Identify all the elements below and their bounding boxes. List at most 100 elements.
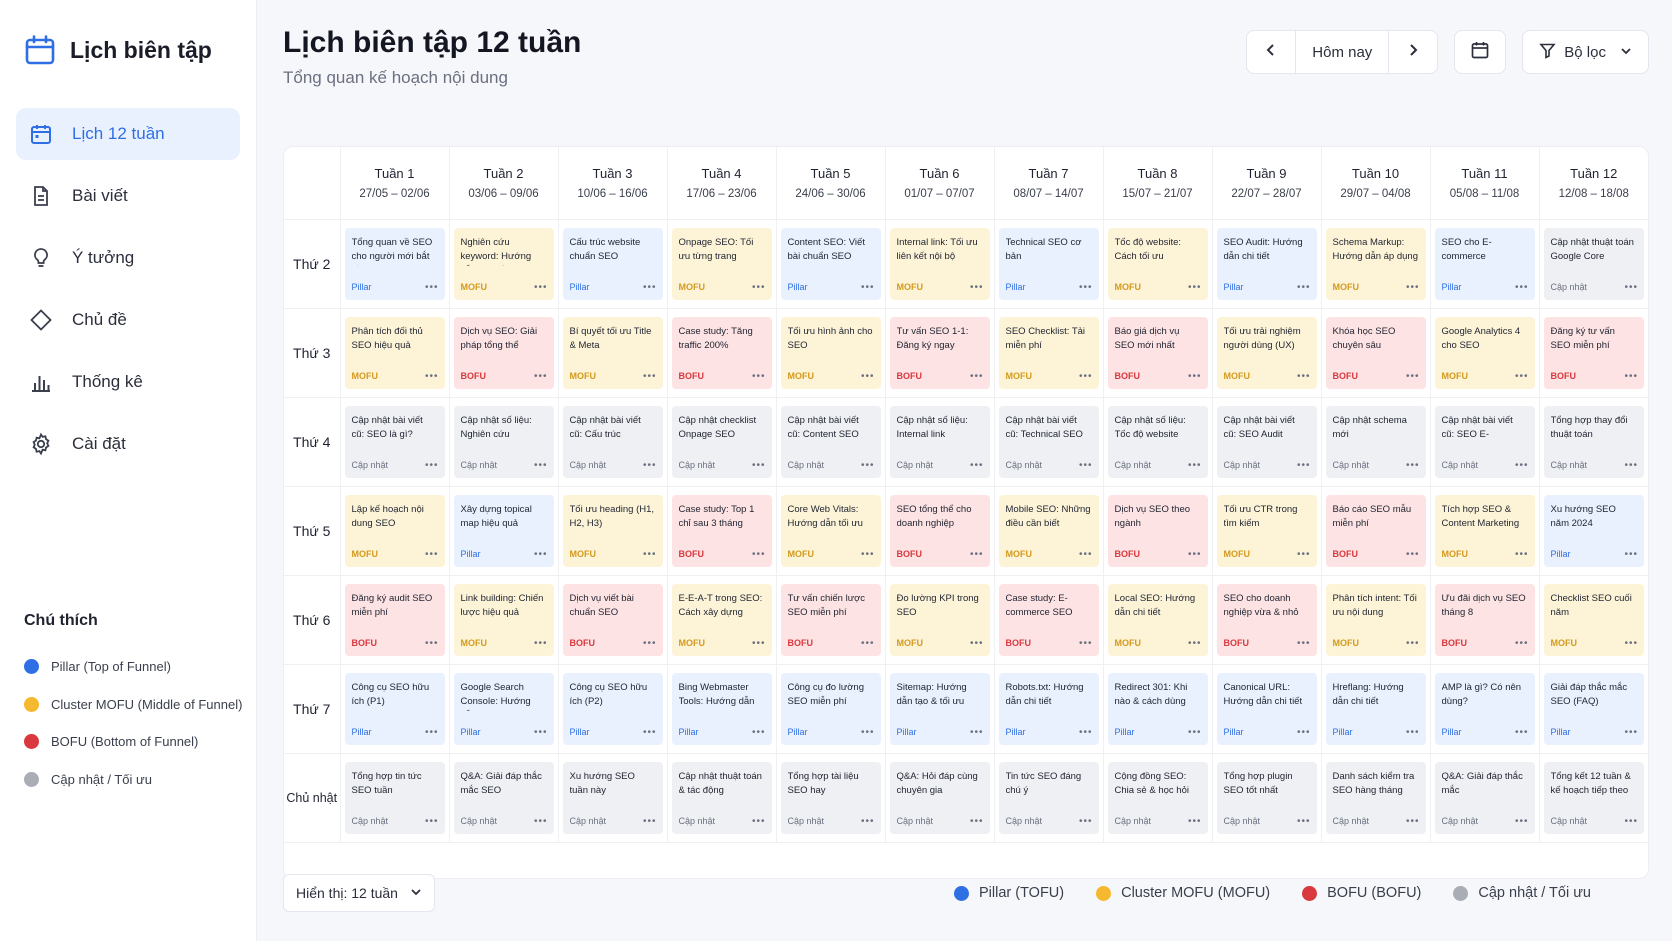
more-icon[interactable]: •••	[1078, 459, 1093, 471]
content-card[interactable]: Cập nhật schema mới Cập nhật •••	[1325, 405, 1426, 478]
more-icon[interactable]: •••	[1624, 459, 1638, 471]
more-icon[interactable]: •••	[533, 548, 548, 560]
more-icon[interactable]: •••	[1296, 726, 1311, 738]
more-icon[interactable]: •••	[1078, 815, 1093, 827]
more-icon[interactable]: •••	[751, 815, 766, 827]
next-button[interactable]	[1389, 31, 1437, 73]
content-card[interactable]: Báo giá dịch vụ SEO mới nhất BOFU •••	[1107, 316, 1208, 389]
more-icon[interactable]: •••	[1296, 548, 1311, 560]
more-icon[interactable]: •••	[1624, 815, 1638, 827]
more-icon[interactable]: •••	[642, 815, 657, 827]
content-card[interactable]: Tích hợp SEO & Content Marketing MOFU •••	[1434, 494, 1535, 567]
content-card[interactable]: Google Search Console: Hướng dẫn Pillar ••…	[453, 672, 554, 745]
content-card[interactable]: Tư vấn SEO 1-1: Đăng ký ngay BOFU •••	[889, 316, 990, 389]
content-card[interactable]: Đăng ký tư vấn SEO miễn phí BOFU •••	[1543, 316, 1644, 389]
content-card[interactable]: Mobile SEO: Những điều cần biết MOFU •••	[998, 494, 1099, 567]
more-icon[interactable]: •••	[424, 637, 439, 649]
more-icon[interactable]: •••	[1296, 637, 1311, 649]
more-icon[interactable]: •••	[860, 548, 875, 560]
more-icon[interactable]: •••	[1624, 637, 1638, 649]
content-card[interactable]: Bí quyết tối ưu Title & Meta MOFU •••	[562, 316, 663, 389]
more-icon[interactable]: •••	[1187, 815, 1202, 827]
sidebar-item-topics[interactable]: Chủ đề	[16, 294, 240, 346]
content-card[interactable]: Dịch vụ SEO theo ngành BOFU •••	[1107, 494, 1208, 567]
more-icon[interactable]: •••	[642, 459, 657, 471]
content-card[interactable]: Cập nhật số liệu: Internal link Cập nhật •…	[889, 405, 990, 478]
content-card[interactable]: Danh sách kiểm tra SEO hàng tháng Cập nhậ…	[1325, 761, 1426, 834]
sidebar-item-posts[interactable]: Bài viết	[16, 170, 240, 222]
content-card[interactable]: Tối ưu hình ảnh cho SEO MOFU •••	[780, 316, 881, 389]
more-icon[interactable]: •••	[1078, 370, 1093, 382]
more-icon[interactable]: •••	[1078, 548, 1093, 560]
more-icon[interactable]: •••	[969, 815, 984, 827]
more-icon[interactable]: •••	[1514, 815, 1529, 827]
more-icon[interactable]: •••	[751, 548, 766, 560]
content-card[interactable]: SEO cho doanh nghiệp vừa & nhỏ BOFU •••	[1216, 583, 1317, 656]
more-icon[interactable]: •••	[424, 281, 439, 293]
more-icon[interactable]: •••	[1296, 370, 1311, 382]
content-card[interactable]: Đăng ký audit SEO miễn phí BOFU •••	[344, 583, 445, 656]
content-card[interactable]: Content SEO: Viết bài chuẩn SEO Pillar •••	[780, 227, 881, 300]
content-card[interactable]: SEO Checklist: Tải miễn phí MOFU •••	[998, 316, 1099, 389]
content-card[interactable]: Cập nhật thuật toán & tác động Cập nhật ••…	[671, 761, 772, 834]
content-card[interactable]: Tổng quan về SEO cho người mới bắt đầu Pi…	[344, 227, 445, 300]
more-icon[interactable]: •••	[751, 370, 766, 382]
content-card[interactable]: Cập nhật checklist Onpage SEO Cập nhật •••	[671, 405, 772, 478]
content-card[interactable]: Xây dựng topical map hiệu quả Pillar •••	[453, 494, 554, 567]
content-card[interactable]: Đo lường KPI trong SEO MOFU •••	[889, 583, 990, 656]
more-icon[interactable]: •••	[969, 726, 984, 738]
more-icon[interactable]: •••	[860, 370, 875, 382]
content-card[interactable]: Dịch vụ viết bài chuẩn SEO BOFU •••	[562, 583, 663, 656]
content-card[interactable]: Tổng hợp tin tức SEO tuần Cập nhật •••	[344, 761, 445, 834]
more-icon[interactable]: •••	[533, 815, 548, 827]
content-card[interactable]: Checklist SEO cuối năm MOFU •••	[1543, 583, 1644, 656]
content-card[interactable]: Tổng hợp plugin SEO tốt nhất Cập nhật •••	[1216, 761, 1317, 834]
content-card[interactable]: Tổng hợp tài liệu SEO hay Cập nhật •••	[780, 761, 881, 834]
more-icon[interactable]: •••	[424, 548, 439, 560]
content-card[interactable]: Tối ưu trải nghiệm người dùng (UX) MOFU ••…	[1216, 316, 1317, 389]
content-card[interactable]: AMP là gì? Có nên dùng? Pillar •••	[1434, 672, 1535, 745]
content-card[interactable]: Case study: Top 1 chỉ sau 3 tháng BOFU •••	[671, 494, 772, 567]
more-icon[interactable]: •••	[642, 726, 657, 738]
more-icon[interactable]: •••	[533, 459, 548, 471]
more-icon[interactable]: •••	[642, 637, 657, 649]
content-card[interactable]: Cập nhật số liệu: Nghiên cứu keyword Cập …	[453, 405, 554, 478]
content-card[interactable]: Nghiên cứu keyword: Hướng dẫn chi tiết MO…	[453, 227, 554, 300]
content-card[interactable]: Xu hướng SEO tuần này Cập nhật •••	[562, 761, 663, 834]
content-card[interactable]: Phân tích intent: Tối ưu nội dung MOFU •••	[1325, 583, 1426, 656]
more-icon[interactable]: •••	[1187, 548, 1202, 560]
sidebar-item-calendar[interactable]: Lịch 12 tuần	[16, 108, 240, 160]
content-card[interactable]: Onpage SEO: Tối ưu từng trang MOFU •••	[671, 227, 772, 300]
more-icon[interactable]: •••	[969, 459, 984, 471]
more-icon[interactable]: •••	[1624, 726, 1638, 738]
content-card[interactable]: Case study: E-commerce SEO BOFU •••	[998, 583, 1099, 656]
more-icon[interactable]: •••	[1405, 726, 1420, 738]
more-icon[interactable]: •••	[1405, 281, 1420, 293]
content-card[interactable]: Cập nhật bài viết cũ: SEO E-commerce Cập …	[1434, 405, 1535, 478]
more-icon[interactable]: •••	[1514, 370, 1529, 382]
more-icon[interactable]: •••	[1078, 637, 1093, 649]
content-card[interactable]: Redirect 301: Khi nào & cách dùng Pillar •…	[1107, 672, 1208, 745]
more-icon[interactable]: •••	[1405, 815, 1420, 827]
more-icon[interactable]: •••	[424, 726, 439, 738]
more-icon[interactable]: •••	[1405, 637, 1420, 649]
more-icon[interactable]: •••	[1624, 281, 1638, 293]
more-icon[interactable]: •••	[751, 459, 766, 471]
weeks-display-select[interactable]: Hiển thị: 12 tuần	[283, 874, 435, 912]
content-card[interactable]: Cập nhật thuật toán Google Core Update Cậ…	[1543, 227, 1644, 300]
more-icon[interactable]: •••	[860, 281, 875, 293]
more-icon[interactable]: •••	[1187, 637, 1202, 649]
content-card[interactable]: Sitemap: Hướng dẫn tạo & tối ưu Pillar •••	[889, 672, 990, 745]
content-card[interactable]: Technical SEO cơ bản Pillar •••	[998, 227, 1099, 300]
more-icon[interactable]: •••	[751, 726, 766, 738]
more-icon[interactable]: •••	[533, 281, 548, 293]
content-card[interactable]: Tối ưu CTR trong tìm kiếm MOFU •••	[1216, 494, 1317, 567]
more-icon[interactable]: •••	[1078, 281, 1093, 293]
content-card[interactable]: Q&A: Giải đáp thắc mắc SEO Cập nhật •••	[453, 761, 554, 834]
content-card[interactable]: Tin tức SEO đáng chú ý Cập nhật •••	[998, 761, 1099, 834]
content-card[interactable]: SEO cho E-commerce Pillar •••	[1434, 227, 1535, 300]
content-card[interactable]: Cộng đồng SEO: Chia sẻ & học hỏi Cập nhật…	[1107, 761, 1208, 834]
more-icon[interactable]: •••	[1296, 815, 1311, 827]
more-icon[interactable]: •••	[642, 370, 657, 382]
more-icon[interactable]: •••	[1514, 637, 1529, 649]
